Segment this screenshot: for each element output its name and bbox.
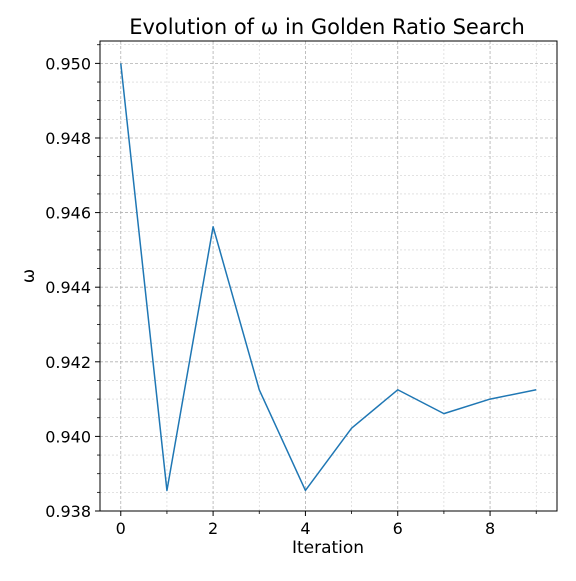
x-tick-label: 2 [208,519,218,538]
x-tick-label: 6 [393,519,403,538]
plot-frame [100,41,557,511]
x-tick-label: 0 [116,519,126,538]
grid [100,41,557,511]
series-layer [121,63,536,490]
x-tick-label: 8 [485,519,495,538]
y-tick-label: 0.938 [45,502,91,521]
y-tick-label: 0.948 [45,129,91,148]
y-axis-label: ω [19,269,39,283]
ticks: 0 2 4 6 8 0.938 0.940 0.942 0.944 0.946 0.948 0.950 [45,45,536,538]
x-tick-label: 4 [300,519,310,538]
x-axis-label: Iteration [292,538,364,558]
y-tick-label: 0.942 [45,353,91,372]
series-line [121,63,536,490]
y-tick-label: 0.944 [45,278,91,297]
chart-title: Evolution of ω in Golden Ratio Search [129,15,525,39]
y-tick-label: 0.950 [45,54,91,73]
y-tick-label: 0.940 [45,427,91,446]
y-tick-label: 0.946 [45,204,91,223]
